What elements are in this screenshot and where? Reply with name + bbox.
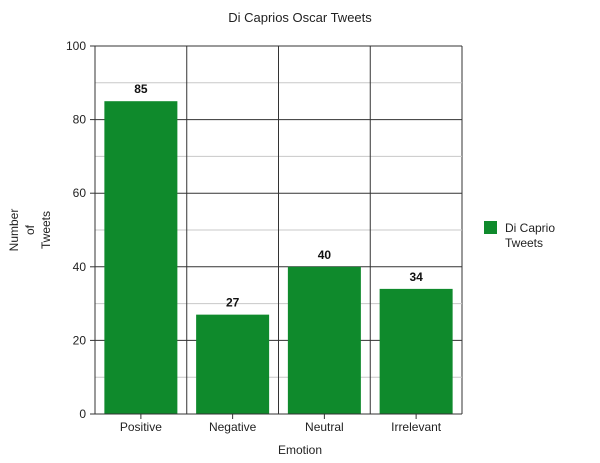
x-tick-label-neutral: Neutral <box>305 420 344 434</box>
y-axis-title-l2: of <box>23 224 37 235</box>
y-ticks: 0 20 40 60 80 100 <box>66 39 95 421</box>
chart-title: Di Caprios Oscar Tweets <box>228 10 372 25</box>
legend-label-line2: Tweets <box>505 236 543 250</box>
bar-irrelevant <box>379 288 453 414</box>
value-label-negative: 27 <box>226 296 240 310</box>
y-tick-label: 60 <box>73 186 87 200</box>
x-tick-label-negative: Negative <box>209 420 257 434</box>
value-label-irrelevant: 34 <box>409 270 423 284</box>
x-tick-label-positive: Positive <box>120 420 162 434</box>
legend: Di Caprio Tweets <box>484 221 555 250</box>
bar-neutral <box>287 266 361 414</box>
y-tick-label: 0 <box>79 407 86 421</box>
legend-label-line1: Di Caprio <box>505 221 555 235</box>
x-axis-title: Emotion <box>278 443 322 457</box>
y-axis-title-l1: Number <box>7 209 21 252</box>
y-axis-title-group: Number of Tweets <box>7 209 53 252</box>
y-axis-title-l3: Tweets <box>39 211 53 249</box>
y-tick-label: 40 <box>73 260 87 274</box>
x-ticks: Positive Negative Neutral Irrelevant <box>120 414 442 434</box>
bar-negative <box>196 314 270 414</box>
y-tick-label: 20 <box>73 333 87 347</box>
y-tick-label: 100 <box>66 39 86 53</box>
value-label-neutral: 40 <box>318 248 332 262</box>
value-label-positive: 85 <box>134 82 148 96</box>
x-tick-label-irrelevant: Irrelevant <box>391 420 442 434</box>
bar-positive <box>104 101 178 414</box>
y-tick-label: 80 <box>73 113 87 127</box>
value-labels: 85 27 40 34 <box>134 82 423 309</box>
legend-swatch <box>484 221 497 234</box>
bars <box>104 101 453 414</box>
